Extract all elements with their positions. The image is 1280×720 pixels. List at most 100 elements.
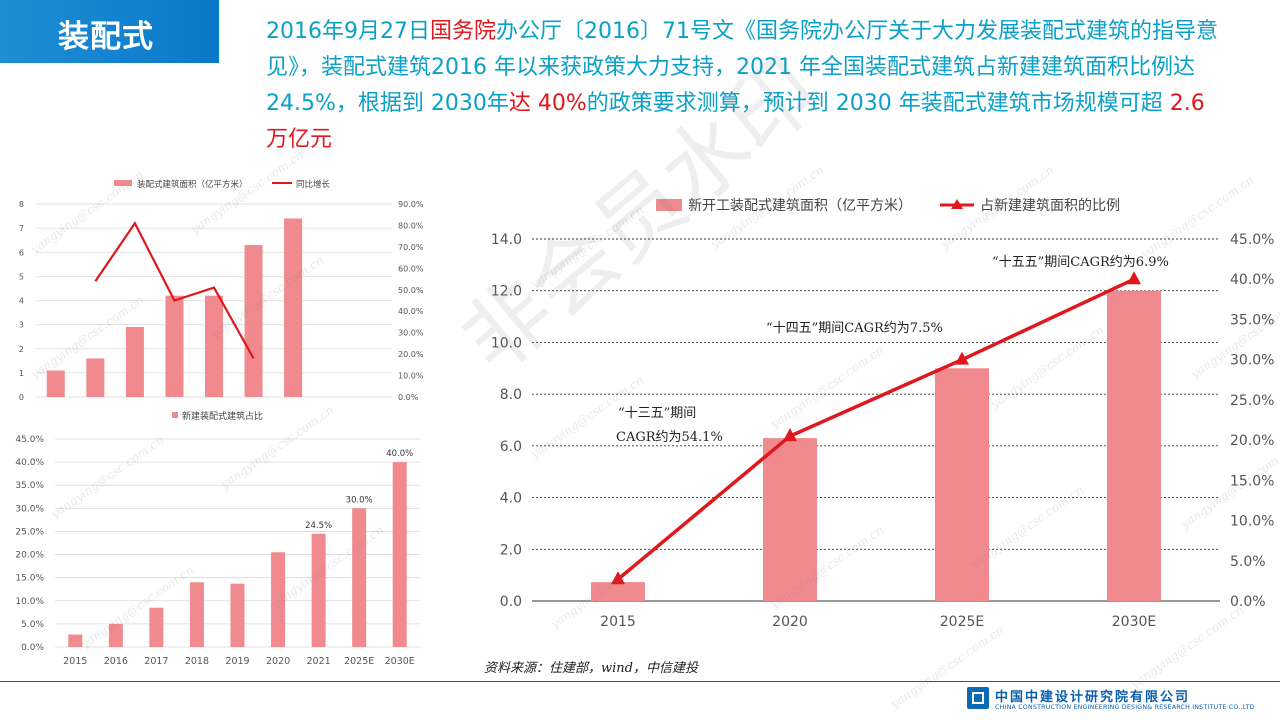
y-tick-left: 0 bbox=[19, 393, 24, 402]
y-tick-left: 3 bbox=[19, 321, 24, 330]
y-tick-right: 40.0% bbox=[1230, 272, 1274, 288]
y-tick-right: 30.0% bbox=[398, 329, 424, 338]
y-tick: 20.0% bbox=[15, 551, 44, 561]
y-tick-right: 10.0% bbox=[398, 372, 424, 381]
annotation: CAGR约为54.1% bbox=[616, 430, 723, 445]
x-tick: 2020 bbox=[772, 614, 808, 630]
x-tick: 2015 bbox=[600, 614, 636, 630]
y-tick-right: 45.0% bbox=[1230, 232, 1274, 248]
y-tick-right: 50.0% bbox=[398, 286, 424, 295]
y-tick: 35.0% bbox=[15, 481, 44, 491]
footer-divider bbox=[0, 681, 1280, 682]
line-marker bbox=[1127, 271, 1141, 285]
y-tick: 25.0% bbox=[15, 527, 44, 537]
line-marker bbox=[955, 351, 969, 365]
y-tick-right: 20.0% bbox=[398, 350, 424, 359]
legend-label-bar: 装配式建筑面积（亿平方米） bbox=[137, 179, 248, 190]
headline-highlight: 达 40% bbox=[508, 91, 587, 116]
y-tick-right: 0.0% bbox=[1230, 594, 1266, 610]
company-name: 中国中建设计研究院有限公司 bbox=[995, 690, 1191, 705]
y-tick-right: 80.0% bbox=[398, 221, 424, 230]
x-tick: 2025E bbox=[344, 656, 374, 667]
annotation: “十四五”期间CAGR约为7.5% bbox=[766, 321, 943, 336]
y-tick-left: 0.0 bbox=[500, 594, 522, 610]
headline-highlight: 2.6 万亿元 bbox=[266, 91, 1205, 152]
annotation: “十三五”期间 bbox=[618, 406, 696, 421]
section-title-box: 装配式 bbox=[0, 0, 219, 63]
y-tick-left: 1 bbox=[19, 369, 24, 378]
chart-new-construction: 新开工装配式建筑面积（亿平方米） 占新建建筑面积的比例 0.0 2.0 4.0 6.0 8.… bbox=[491, 198, 1275, 630]
bar-area-2018 bbox=[165, 295, 184, 397]
y-tick-left: 12.0 bbox=[491, 284, 522, 300]
legend-label-share: 新建装配式建筑占比 bbox=[182, 410, 263, 422]
bar-share-2030E bbox=[392, 462, 407, 647]
bar-new-area-2030E bbox=[1107, 290, 1161, 601]
x-tick: 2021 bbox=[307, 656, 331, 667]
y-tick-right: 20.0% bbox=[1230, 433, 1274, 449]
y-tick-left: 10.0 bbox=[491, 335, 522, 351]
bar-share-2021 bbox=[311, 533, 326, 647]
headline-text: 办公厅〔2016〕71号文《国务院办公厅关于大力发展装配式建筑的指导意见》，装配… bbox=[266, 19, 1218, 116]
legend-label-line: 同比增长 bbox=[296, 179, 331, 190]
line-share-of-new bbox=[616, 277, 1135, 581]
y-tick-right: 5.0% bbox=[1230, 554, 1266, 570]
legend-swatch-share bbox=[172, 412, 178, 418]
y-tick: 5.0% bbox=[21, 620, 44, 630]
y-tick-right: 30.0% bbox=[1230, 353, 1274, 369]
line-marker bbox=[611, 571, 625, 585]
legend-marker bbox=[951, 199, 963, 209]
y-tick-left: 14.0 bbox=[491, 232, 522, 248]
bar-area-2020 bbox=[244, 245, 263, 397]
headline-paragraph: 2016年9月27日国务院办公厅〔2016〕71号文《国务院办公厅关于大力发展装… bbox=[266, 14, 1226, 158]
annotation: “十五五”期间CAGR约为6.9% bbox=[992, 255, 1169, 270]
y-tick: 40.0% bbox=[15, 458, 44, 468]
chart-area-growth: 装配式建筑面积（亿平方米） 同比增长0123456780.0%10.0%20.0%… bbox=[19, 179, 424, 402]
bar-new-area-2015 bbox=[591, 582, 645, 601]
headline-text: 的政策要求测算，预计到 2030 年装配式建筑市场规模可超 bbox=[586, 91, 1170, 116]
y-tick-left: 2.0 bbox=[500, 542, 522, 558]
y-tick-left: 8.0 bbox=[500, 387, 522, 403]
x-tick: 2030E bbox=[385, 656, 415, 667]
bar-share-2017 bbox=[149, 607, 164, 647]
x-tick: 2016 bbox=[104, 656, 128, 667]
y-tick-left: 7 bbox=[19, 224, 24, 233]
bar-share-2020 bbox=[271, 552, 286, 647]
y-tick-left: 4 bbox=[19, 297, 24, 306]
line-marker bbox=[783, 428, 797, 442]
bar-area-2017 bbox=[125, 327, 144, 397]
y-tick-right: 40.0% bbox=[398, 307, 424, 316]
legend-swatch-bar bbox=[114, 180, 132, 186]
y-tick-right: 10.0% bbox=[1230, 514, 1274, 530]
y-tick: 30.0% bbox=[15, 504, 44, 514]
x-tick: 2020 bbox=[266, 656, 290, 667]
bar-share-2018 bbox=[189, 582, 204, 647]
bar-area-2015 bbox=[46, 370, 65, 397]
x-tick: 2017 bbox=[144, 656, 168, 667]
company-name-english: CHINA CONSTRUCTION ENGINEERING DESIGN& R… bbox=[995, 704, 1255, 711]
section-title: 装配式 bbox=[58, 19, 154, 55]
headline-text: 2016年9月27日 bbox=[266, 19, 430, 44]
headline-highlight: 国务院 bbox=[429, 19, 496, 44]
legend-label-bar: 新开工装配式建筑面积（亿平方米） bbox=[688, 198, 912, 214]
x-tick: 2019 bbox=[225, 656, 249, 667]
source-note: 资料来源：住建部，wind，中信建投 bbox=[484, 661, 698, 676]
bar-new-area-2020 bbox=[763, 438, 817, 601]
x-tick: 2015 bbox=[63, 656, 87, 667]
y-tick-right: 15.0% bbox=[1230, 473, 1274, 489]
bar-share-2016 bbox=[108, 623, 123, 647]
bar-area-2019 bbox=[205, 295, 223, 397]
data-label: 24.5% bbox=[305, 521, 332, 531]
chart-share: 新建装配式建筑占比 0.0% 5.0% 10.0% 15.0% 20.0% 25.0% 30.… bbox=[15, 410, 420, 667]
bar-share-2015 bbox=[68, 634, 83, 647]
y-tick: 45.0% bbox=[15, 435, 44, 445]
y-tick: 10.0% bbox=[15, 597, 44, 607]
bar-area-2021 bbox=[284, 218, 303, 397]
x-tick: 2030E bbox=[1112, 614, 1156, 630]
y-tick-left: 8 bbox=[19, 200, 24, 209]
y-tick: 0.0% bbox=[21, 643, 44, 653]
legend-label-line: 占新建建筑面积的比例 bbox=[980, 198, 1120, 214]
data-label: 40.0% bbox=[386, 449, 413, 459]
x-tick: 2025E bbox=[940, 614, 984, 630]
y-tick-left: 5 bbox=[19, 272, 24, 281]
y-tick-left: 6 bbox=[19, 248, 24, 257]
